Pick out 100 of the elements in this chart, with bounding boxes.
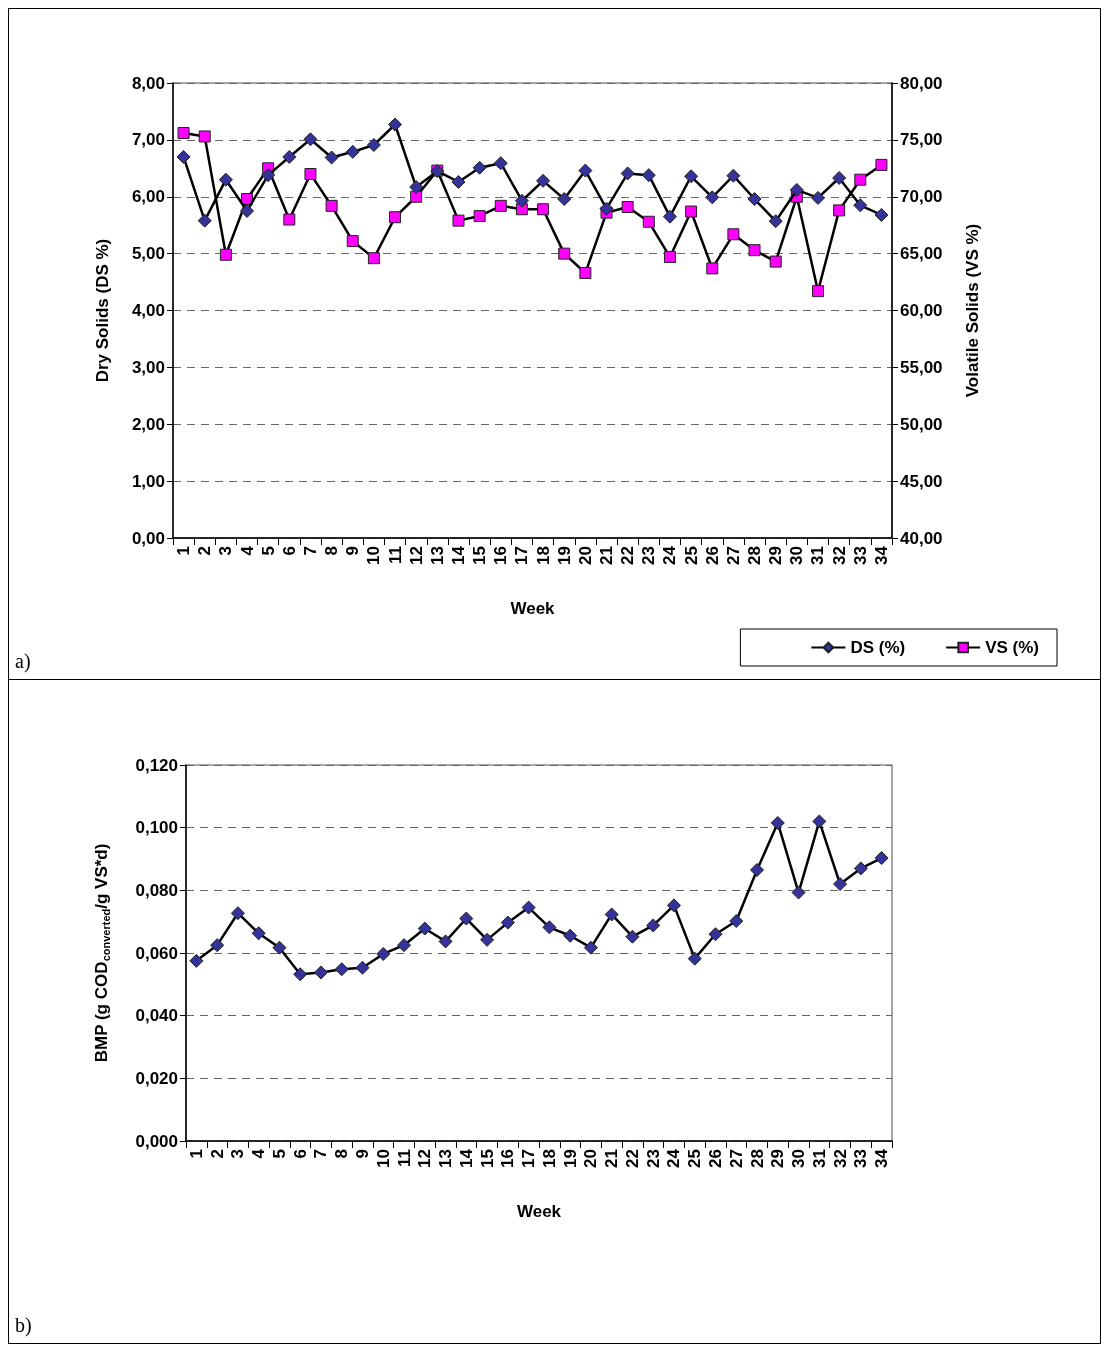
y-tick-label: 5,00	[131, 244, 165, 264]
y-tick-label: 6,00	[131, 187, 165, 207]
x-tick-label: 33	[850, 546, 870, 565]
x-tick-label: 21	[597, 546, 617, 565]
x-tick-label: 4	[249, 1148, 269, 1159]
x-tick-label: 24	[664, 1148, 684, 1168]
x-tick-label: 29	[766, 546, 786, 565]
x-tick-label: 8	[332, 1149, 352, 1159]
x-tick-label: 2	[195, 546, 215, 556]
y-tick-label: 0,040	[135, 1006, 178, 1026]
x-tick-label: 15	[470, 546, 490, 565]
x-tick-label: 24	[660, 545, 680, 565]
x-tick-label: 14	[448, 545, 468, 565]
x-tick-label: 30	[787, 546, 807, 565]
x-tick-label: 7	[300, 546, 320, 556]
y2-tick-label: 45,00	[900, 471, 943, 491]
x-tick-label: 10	[364, 546, 384, 565]
x-tick-label: 15	[477, 1149, 497, 1168]
x-tick-label: 3	[216, 546, 236, 556]
x-tick-label: 6	[279, 546, 299, 556]
x-tick-label: 18	[539, 1149, 559, 1168]
x-tick-label: 5	[269, 1149, 289, 1159]
x-tick-label: 22	[622, 1149, 642, 1168]
x-tick-label: 29	[768, 1149, 788, 1168]
x-tick-label: 5	[258, 546, 278, 556]
x-tick-label: 9	[353, 1149, 372, 1159]
y-tick-label: 3,00	[131, 357, 165, 377]
x-tick-label: 13	[436, 1149, 456, 1168]
y-tick-label: 8,00	[131, 73, 165, 93]
y2-tick-label: 70,00	[900, 187, 943, 207]
x-tick-label: 12	[415, 1149, 435, 1168]
x-tick-label: 32	[829, 546, 849, 565]
y-tick-label: 0,00	[131, 528, 165, 548]
y-tick-label: 7,00	[131, 130, 165, 150]
x-tick-label: 22	[618, 546, 638, 565]
x-tick-label: 30	[789, 1149, 809, 1168]
x-tick-label: 23	[643, 1149, 663, 1168]
x-axis-title: Week	[510, 599, 556, 618]
y2-tick-label: 60,00	[900, 301, 943, 320]
x-tick-label: 25	[681, 546, 701, 565]
x-tick-label: 20	[581, 1149, 601, 1168]
x-tick-label: 34	[871, 545, 891, 565]
y2-tick-label: 80,00	[900, 73, 943, 93]
x-tick-label: 14	[456, 1148, 476, 1168]
x-tick-label: 21	[602, 1149, 622, 1168]
y2-tick-label: 75,00	[900, 130, 943, 150]
x-tick-label: 31	[808, 546, 828, 565]
x-tick-label: 28	[747, 1149, 767, 1168]
x-tick-label: 18	[533, 546, 553, 565]
x-tick-label: 26	[702, 546, 722, 565]
y-tick-label: 0,080	[135, 880, 178, 900]
x-tick-label: 23	[639, 546, 659, 565]
y-tick-label: 1,00	[131, 471, 165, 491]
x-tick-label: 1	[174, 546, 194, 556]
x-tick-label: 6	[290, 1149, 310, 1159]
text: a)	[15, 650, 31, 673]
x-tick-label: 34	[872, 1148, 892, 1168]
y-tick-label: 0,020	[135, 1068, 178, 1088]
x-tick-label: 27	[723, 546, 743, 565]
legend-label: VS (%)	[985, 638, 1039, 657]
x-tick-label: 28	[745, 546, 765, 565]
y2-tick-label: 55,00	[900, 357, 943, 377]
y2-tick-label: 65,00	[900, 244, 943, 264]
x-tick-label: 20	[575, 546, 595, 565]
x-tick-label: 31	[809, 1149, 829, 1168]
x-tick-label: 26	[706, 1149, 725, 1168]
x-tick-label: 13	[427, 546, 447, 565]
x-tick-label: 11	[385, 546, 405, 564]
x-tick-label: 10	[373, 1149, 393, 1168]
x-tick-label: 16	[491, 546, 511, 565]
y2-axis-title: Volatile Solids (VS %)	[963, 223, 982, 398]
y-tick-label: 4,00	[131, 301, 165, 320]
x-tick-label: 1	[186, 1149, 206, 1159]
y-tick-label: 0,060	[135, 943, 178, 963]
x-tick-label: 8	[322, 546, 342, 556]
x-tick-label: 2	[207, 1149, 227, 1159]
x-tick-label: 32	[830, 1149, 850, 1168]
x-tick-label: 17	[519, 1149, 539, 1168]
y2-tick-label: 40,00	[900, 528, 943, 548]
x-tick-label: 11	[394, 1149, 414, 1167]
y2-tick-label: 50,00	[900, 414, 943, 434]
x-tick-label: 4	[237, 545, 257, 556]
legend-label: DS (%)	[850, 638, 906, 657]
x-tick-label: 27	[726, 1149, 746, 1168]
x-tick-label: 33	[851, 1149, 871, 1168]
x-tick-label: 17	[512, 546, 532, 565]
x-tick-label: 16	[498, 1149, 518, 1168]
y-tick-label: 0,100	[135, 818, 178, 838]
x-tick-label: 25	[685, 1149, 705, 1168]
y-tick-label: 0,120	[135, 755, 178, 775]
x-tick-label: 12	[406, 546, 426, 565]
x-tick-label: 7	[311, 1149, 331, 1159]
x-tick-label: 19	[554, 546, 574, 565]
y-axis-title: Dry Solids (DS %)	[93, 238, 112, 383]
x-axis-title: Week	[516, 1202, 562, 1221]
x-tick-label: 3	[228, 1149, 248, 1159]
text: b)	[15, 1314, 32, 1337]
y-tick-label: 2,00	[131, 414, 165, 434]
x-tick-label: 9	[343, 546, 363, 556]
x-tick-label: 19	[560, 1149, 580, 1168]
